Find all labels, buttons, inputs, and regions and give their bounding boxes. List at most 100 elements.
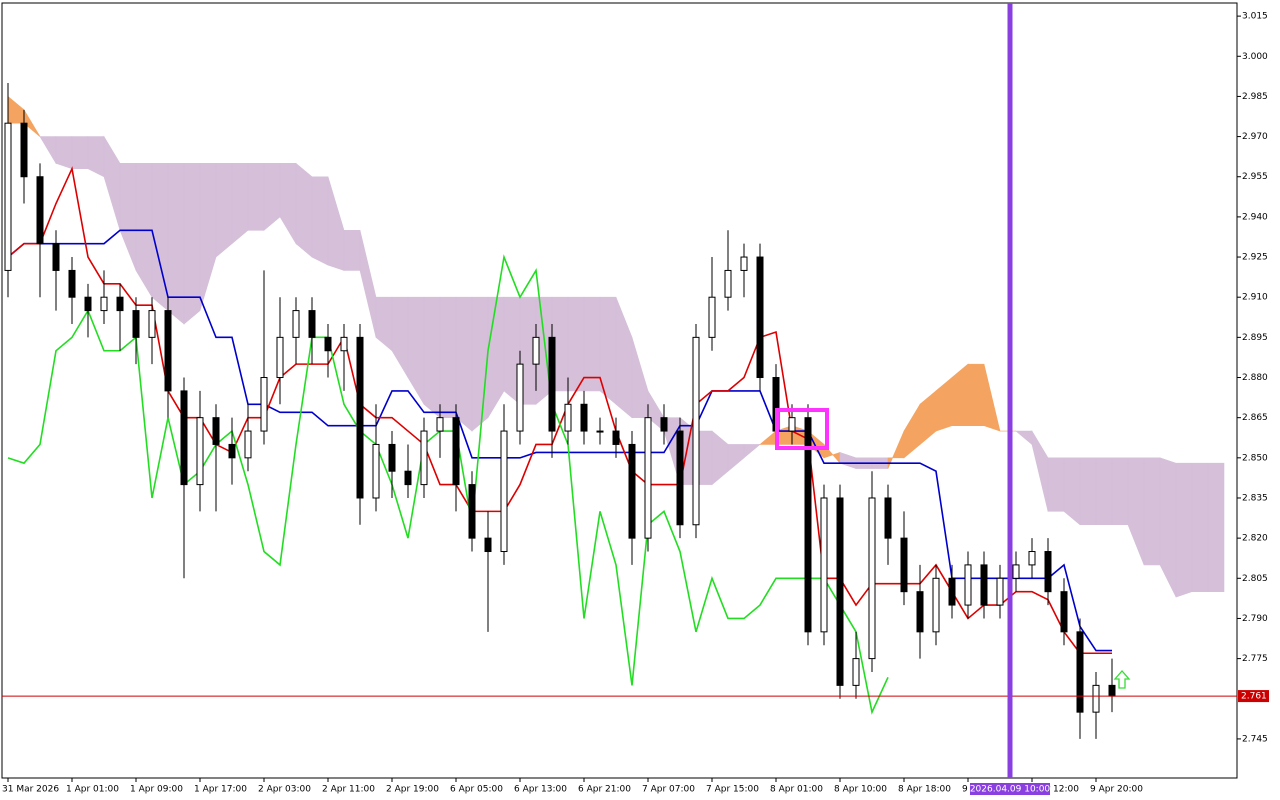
candle-body [740, 256, 748, 271]
y-tick-label: 2.895 [1242, 333, 1268, 343]
y-tick-label: 2.775 [1242, 654, 1268, 664]
candle-body [388, 443, 396, 472]
cloud-segment [1015, 430, 1033, 446]
x-tick-label: 9 Apr 20:00 [1090, 785, 1143, 795]
cloud-segment [1095, 457, 1113, 526]
candle-body [580, 403, 588, 432]
candle-body [1060, 591, 1068, 633]
candle-body [420, 430, 428, 486]
candle-body [228, 443, 236, 459]
candle-body [932, 577, 940, 633]
cloud-segment [423, 296, 441, 419]
candle-body [868, 497, 876, 660]
cloud-segment [1079, 457, 1097, 526]
cloud-segment [39, 136, 57, 165]
kijun-line [7, 229, 1112, 652]
cloud-segment [439, 296, 457, 418]
x-tick-label: 1 Apr 17:00 [194, 785, 247, 795]
candle-body [36, 176, 44, 245]
cloud-segment [487, 296, 505, 419]
candle-body [756, 256, 764, 379]
cloud-segment [471, 296, 489, 432]
chikou-line [7, 254, 889, 715]
cloud-segment [1207, 462, 1225, 592]
candle-body [948, 577, 956, 606]
cloud-segment [119, 163, 137, 271]
candle-body [564, 403, 572, 432]
up-arrow [1113, 670, 1131, 689]
candle-body [116, 296, 124, 312]
candle-body [1092, 684, 1100, 713]
cloud-segment [1143, 457, 1161, 566]
candle-body [660, 417, 668, 432]
candle-body [596, 430, 604, 433]
candle-body [164, 310, 172, 392]
time-marker-label: 2026.04.09 10:00 [970, 785, 1051, 795]
candle-body [692, 336, 700, 526]
candle-body [68, 269, 76, 298]
cloud-segment [567, 296, 585, 392]
cloud-segment [631, 337, 649, 418]
y-tick-label: 3.015 [1242, 12, 1268, 22]
candle-body [852, 658, 860, 686]
last-price-label: 2.761 [1241, 692, 1267, 702]
cloud-layer [7, 95, 1225, 598]
candle-body [20, 122, 28, 178]
x-tick-label: 7 Apr 15:00 [706, 785, 759, 795]
y-tick-label: 2.970 [1242, 132, 1268, 142]
y-tick-label: 2.820 [1242, 534, 1268, 544]
candle-body [804, 417, 812, 633]
y-tick-label: 2.850 [1242, 453, 1268, 463]
x-tick-label: 2 Apr 03:00 [258, 785, 311, 795]
cloud-segment [215, 163, 233, 258]
candle-body [276, 336, 284, 379]
candle-body [4, 122, 12, 271]
candle-body [452, 417, 460, 486]
cloud-segment [327, 176, 345, 271]
candle-body [1108, 684, 1116, 697]
last-price-box [1238, 690, 1269, 703]
cloud-segment [199, 163, 217, 311]
cloud-segment [727, 444, 745, 472]
cloud-segment [231, 163, 249, 245]
candle-body [612, 430, 620, 445]
time-marker-box [970, 783, 1050, 795]
cloud-segment [935, 376, 953, 432]
candle-body [724, 269, 732, 298]
candle-body [244, 430, 252, 459]
cloud-segment [7, 95, 25, 124]
x-tick-label: 8 Apr 10:00 [834, 785, 887, 795]
cloud-segment [167, 163, 185, 325]
candle-body [836, 497, 844, 686]
candle-body [996, 577, 1004, 606]
candle-body [324, 336, 332, 352]
x-tick-label: 8 Apr 01:00 [770, 785, 823, 795]
candle-body [676, 430, 684, 526]
candle-body [1028, 551, 1036, 566]
cloud-segment [967, 363, 985, 427]
candle-body [148, 310, 156, 338]
lines-layer [7, 166, 1112, 715]
cloud-segment [263, 163, 281, 231]
y-tick-label: 2.835 [1242, 493, 1268, 503]
candle-body [884, 497, 892, 539]
cloud-segment [615, 297, 633, 419]
cloud-segment [71, 136, 89, 170]
candle-body [964, 564, 972, 606]
cloud-segment [1159, 457, 1177, 598]
cloud-segment [455, 296, 473, 432]
candle-body [516, 363, 524, 432]
candle-body [980, 564, 988, 606]
cloud-segment [359, 230, 377, 338]
cloud-segment [1175, 462, 1193, 598]
x-tick-label: 6 Apr 21:00 [578, 785, 631, 795]
cloud-segment [711, 430, 729, 486]
candle-body [52, 243, 60, 271]
candle-body [196, 417, 204, 486]
y-tick-label: 2.880 [1242, 373, 1268, 383]
candle-body [180, 390, 188, 486]
candle-body [708, 296, 716, 338]
x-tick-label: 2 Apr 19:00 [386, 785, 439, 795]
